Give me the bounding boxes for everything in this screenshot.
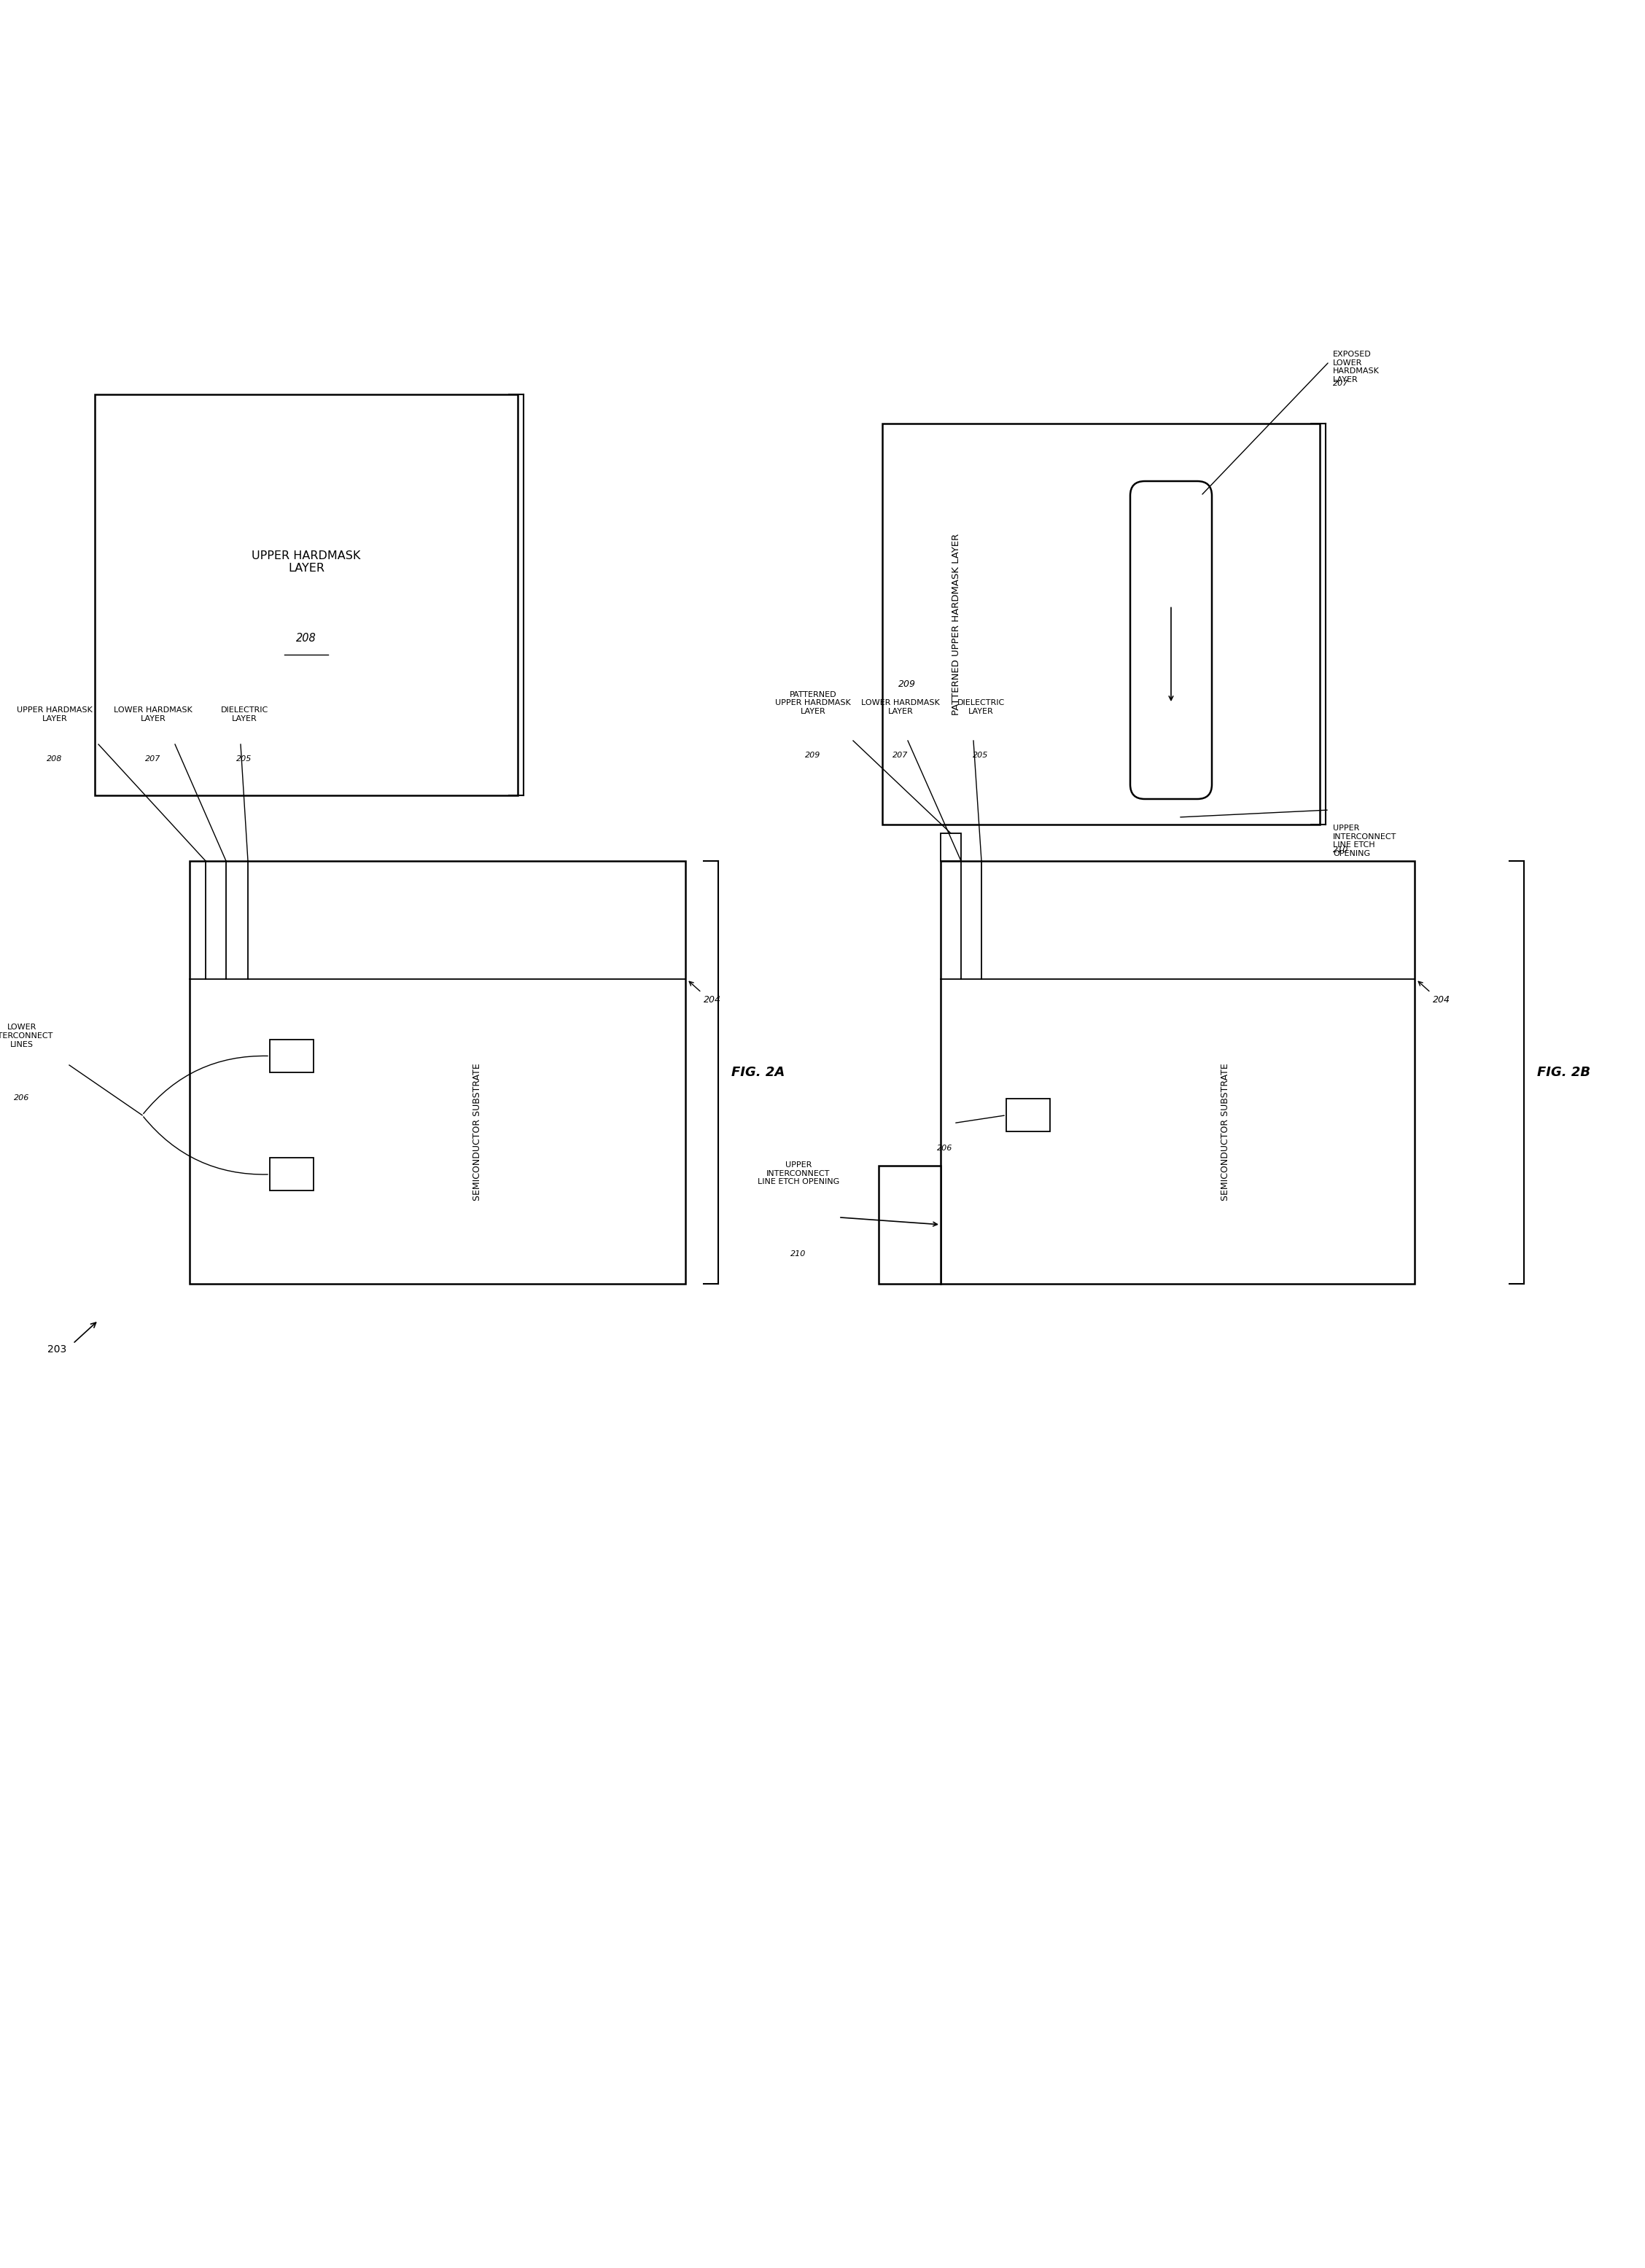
Text: 210: 210 — [791, 1250, 806, 1256]
Text: FIG. 2A: FIG. 2A — [732, 1066, 785, 1080]
Text: LOWER HARDMASK
LAYER: LOWER HARDMASK LAYER — [114, 708, 192, 723]
Text: 208: 208 — [296, 633, 316, 644]
Text: PATTERNED
UPPER HARDMASK
LAYER: PATTERNED UPPER HARDMASK LAYER — [775, 692, 850, 714]
Text: 209: 209 — [806, 751, 821, 760]
FancyBboxPatch shape — [1130, 481, 1212, 798]
Text: DIELECTRIC
LAYER: DIELECTRIC LAYER — [220, 708, 268, 723]
Bar — [270, 1039, 314, 1073]
Text: FIG. 2B: FIG. 2B — [1536, 1066, 1591, 1080]
Bar — [189, 862, 686, 1284]
Text: 204: 204 — [1433, 996, 1451, 1005]
Bar — [270, 1159, 314, 1191]
Text: 206: 206 — [938, 1145, 952, 1152]
Text: LOWER
INTERCONNECT
LINES: LOWER INTERCONNECT LINES — [0, 1023, 54, 1048]
Text: PATTERNED UPPER HARDMASK LAYER: PATTERNED UPPER HARDMASK LAYER — [951, 533, 961, 714]
Text: UPPER
INTERCONNECT
LINE ETCH OPENING: UPPER INTERCONNECT LINE ETCH OPENING — [757, 1161, 839, 1186]
Text: SEMICONDUCTOR SUBSTRATE: SEMICONDUCTOR SUBSTRATE — [1221, 1064, 1230, 1200]
Text: 208: 208 — [48, 755, 63, 762]
Text: 209: 209 — [898, 680, 916, 689]
Bar — [941, 832, 961, 862]
Text: 210: 210 — [1332, 846, 1349, 853]
Text: UPPER
INTERCONNECT
LINE ETCH
OPENING: UPPER INTERCONNECT LINE ETCH OPENING — [1332, 826, 1397, 857]
Text: UPPER HARDMASK
LAYER: UPPER HARDMASK LAYER — [252, 551, 360, 574]
Text: 207: 207 — [145, 755, 161, 762]
Text: 205: 205 — [237, 755, 252, 762]
Bar — [882, 424, 1319, 826]
Text: UPPER HARDMASK
LAYER: UPPER HARDMASK LAYER — [16, 708, 92, 723]
Bar — [1007, 1098, 1050, 1132]
Text: DIELECTRIC
LAYER: DIELECTRIC LAYER — [957, 699, 1005, 714]
Text: 203: 203 — [48, 1345, 66, 1354]
Text: EXPOSED
LOWER
HARDMASK
LAYER: EXPOSED LOWER HARDMASK LAYER — [1332, 352, 1380, 383]
Text: 204: 204 — [704, 996, 721, 1005]
Text: 205: 205 — [972, 751, 989, 760]
Text: LOWER HARDMASK
LAYER: LOWER HARDMASK LAYER — [862, 699, 939, 714]
Text: 207: 207 — [893, 751, 908, 760]
Text: 207: 207 — [1332, 379, 1349, 388]
Text: SEMICONDUCTOR SUBSTRATE: SEMICONDUCTOR SUBSTRATE — [472, 1064, 482, 1200]
Text: 206: 206 — [15, 1093, 30, 1102]
Bar — [95, 395, 518, 796]
Bar — [941, 862, 1415, 1284]
Bar — [878, 1166, 941, 1284]
